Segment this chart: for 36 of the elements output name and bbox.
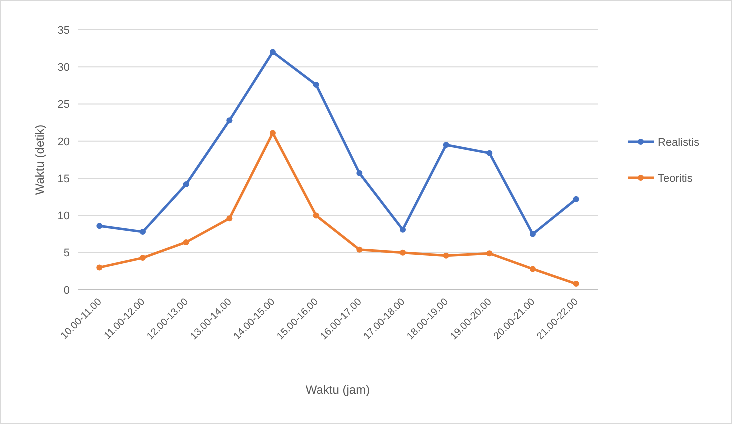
point xyxy=(486,250,493,257)
point xyxy=(400,226,406,233)
point xyxy=(270,130,276,136)
point xyxy=(530,266,536,272)
point xyxy=(313,82,320,88)
point xyxy=(183,182,190,188)
point xyxy=(356,246,363,253)
point xyxy=(226,216,233,222)
y-tick-label: 20 xyxy=(58,136,70,148)
y-tick-label: 0 xyxy=(64,284,70,297)
point xyxy=(313,212,320,219)
legend-label: Teoritis xyxy=(658,172,694,185)
y-tick-label: 15 xyxy=(58,173,70,186)
y-tick-label: 5 xyxy=(64,248,70,260)
y-tick-label: 25 xyxy=(58,99,70,112)
point xyxy=(96,264,103,271)
point xyxy=(530,231,536,238)
y-axis-title: Waktu (detik) xyxy=(33,124,47,196)
point xyxy=(140,255,146,262)
point xyxy=(226,118,233,124)
y-tick-label: 30 xyxy=(58,62,70,74)
point xyxy=(96,223,103,230)
legend-label: Realistis xyxy=(658,136,700,149)
y-tick-label: 10 xyxy=(58,210,70,223)
point xyxy=(443,252,450,259)
point xyxy=(486,150,493,156)
point xyxy=(443,142,450,148)
point xyxy=(400,250,406,256)
point xyxy=(270,49,276,56)
point xyxy=(356,170,363,176)
point xyxy=(140,229,146,236)
point xyxy=(183,239,190,246)
point xyxy=(573,281,580,288)
point xyxy=(573,196,580,202)
x-axis-title: Waktu (jam) xyxy=(306,383,370,397)
y-tick-label: 35 xyxy=(58,24,70,37)
